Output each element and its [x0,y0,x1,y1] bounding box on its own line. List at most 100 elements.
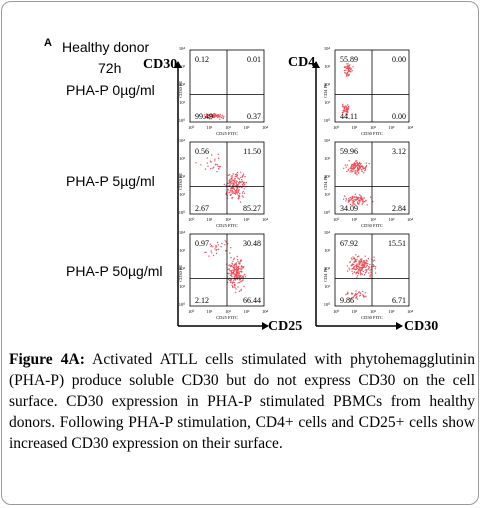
plot-4-x-tick: 10² [225,309,232,314]
plot-2-dot [233,180,236,183]
plot-5-dot [369,269,371,271]
plot-5-y-tick: 10¹ [324,284,331,289]
plot-5-dot [364,269,367,271]
plot-5-dot [369,276,371,278]
plot-4-dot [230,264,232,267]
plot-1-q-upper-left: 55.89 [340,55,358,64]
plot-4-dot [230,273,232,275]
plot-1-q-upper-right: 0.00 [392,55,406,64]
plot-4-dot [242,266,244,268]
plot-2-dot [242,184,244,186]
plot-4-dot [242,276,244,278]
plot-3-dot [363,197,365,199]
plot-4-dot [240,266,243,268]
plot-5-dot [374,268,376,270]
plot-2-dot [239,181,241,183]
plot-1-dot [343,66,346,68]
plot-4-dot [239,271,241,273]
plot-2-y-tick: 10² [179,174,186,179]
plot-3-dot [364,201,366,203]
plot-5-dot [351,259,353,261]
plot-0-dot [205,115,208,118]
plot-3-dot [366,204,368,206]
plot-3-dot [354,193,356,195]
plot-4-dot [217,244,219,246]
plot-2-dot [243,183,245,185]
condition-0-label: PHA-P 0µg/ml [66,82,155,98]
plot-4-dot [236,272,239,275]
plot-2-dot [229,184,231,186]
plot-3-dot [356,174,358,176]
plot-1-y-axis-label: CD4 PE [323,83,328,98]
plot-3-y-tick: 10⁴ [324,138,331,143]
plot-5-x-tick: 10¹ [352,309,359,314]
plot-3-dot [368,162,370,165]
plot-1-y-tick: 10² [324,82,331,87]
plot-3-q-upper-right: 3.12 [392,147,406,156]
plot-2-dot [223,183,225,186]
plot-4-dot [233,257,235,259]
plot-0-dot [207,114,209,117]
plot-4-dot [239,276,241,278]
plot-0-q-lower-left: 99.49 [195,112,213,121]
plot-4-dot [233,283,236,286]
plot-2-dot [229,181,232,184]
plot-4-dot [238,262,240,265]
plot-5-dot [362,264,364,266]
plot-5-dot [356,275,359,277]
plot-3-dot [361,170,363,173]
plot-3-dot [362,200,364,202]
plot-4-dot [241,276,243,279]
plot-1-x-tick: 10⁴ [407,125,414,130]
plot-3-q-upper-left: 59.96 [340,147,358,156]
plot-2-dot [238,183,240,185]
plot-2-dot [214,158,216,160]
plot-3-dot [351,164,353,166]
plot-0-dot [211,115,213,117]
plot-2-dot [225,193,227,196]
plot-5-dot [348,267,350,269]
plot-5-dot [345,293,347,296]
plot-1-dot [346,109,349,111]
plot-5-dot [368,266,370,268]
plot-4-dot [234,286,236,289]
plot-4-dot [231,282,233,284]
plot-3-dot [355,173,357,175]
plot-3-dot [357,164,359,166]
plot-3-dot [350,169,352,172]
plot-4-dot [233,280,235,282]
plot-2-dot [204,168,207,170]
plot-1-dot [350,68,352,70]
plot-0-q-upper-left: 0.12 [195,55,209,64]
plot-2-dot [234,192,237,195]
plot-5-dot [357,272,360,275]
plot-3-dot [349,171,351,173]
condition-1-label: PHA-P 5µg/ml [66,173,155,189]
plot-2-q-lower-left: 2.67 [195,204,209,213]
plot-4-dot [234,279,237,281]
plot-3-dot [362,198,364,201]
plot-0-dot [214,113,216,116]
plot-5-dot [351,293,354,295]
plot-5-dot [366,263,368,265]
plot-2-dot [230,187,233,190]
plot-0-dot [204,116,206,118]
plot-4-dot [231,262,233,264]
plot-5-dot [370,274,372,276]
plot-0-x-tick: 10² [225,125,232,130]
plot-4-dot [236,278,238,281]
plot-3-dot [349,167,351,170]
plot-0-y-tick: 10⁰ [179,118,186,123]
plot-5-dot [360,292,362,295]
plot-5-q-upper-right: 15.51 [388,239,406,248]
plot-2-dot [234,178,236,180]
panel-label: A [44,37,52,49]
plot-3-dot [347,169,349,171]
plot-2-y-axis-label: CD30 PE [178,173,183,190]
plot-2-dot [230,175,233,177]
plot-2-dot [232,182,234,185]
plot-5-dot [362,260,365,262]
plot-3-dot [351,165,353,168]
plot-2-dot [231,196,234,199]
plot-4-y-tick: 10¹ [179,284,186,289]
